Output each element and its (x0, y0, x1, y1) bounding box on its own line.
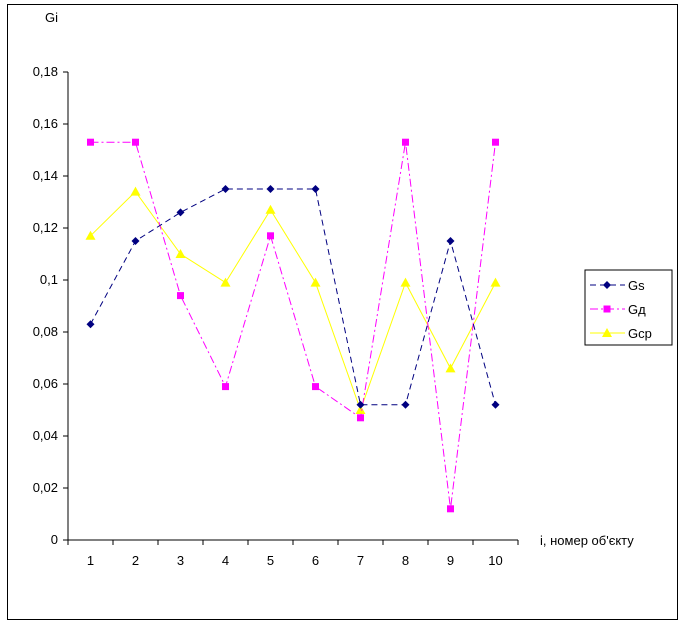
data-point (357, 414, 364, 422)
x-tick-label: 1 (87, 553, 94, 568)
x-tick-label: 5 (267, 553, 274, 568)
data-point (220, 277, 231, 287)
data-point (131, 237, 140, 245)
y-tick-label: 0,14 (33, 168, 58, 183)
data-point (85, 230, 96, 240)
y-tick-label: 0 (51, 532, 58, 547)
y-tick-label: 0,08 (33, 324, 58, 339)
series-line (90, 141, 496, 509)
x-tick-label: 4 (222, 553, 229, 568)
data-point (446, 237, 455, 245)
data-point (355, 405, 366, 414)
data-point (221, 185, 230, 193)
y-tick-label: 0,02 (33, 480, 58, 495)
legend-marker (602, 328, 612, 337)
series-line (90, 188, 496, 406)
x-tick-label: 7 (357, 553, 364, 568)
data-point (175, 249, 186, 258)
y-axis-title: Gi (45, 10, 58, 25)
y-ticks: 0 0,02 0,04 0,06 0,08 0,1 0,12 0,14 0,16 0,18 (33, 64, 68, 547)
data-point (401, 400, 410, 409)
y-tick-label: 0,18 (33, 64, 58, 79)
y-tick-label: 0,06 (33, 376, 58, 391)
data-point (310, 277, 321, 287)
legend-label: Gд (628, 302, 646, 317)
data-point (445, 363, 456, 373)
x-tick-label: 6 (312, 553, 319, 568)
data-point (265, 204, 276, 214)
data-point (266, 185, 275, 193)
data-point (311, 185, 320, 193)
y-tick-label: 0,1 (40, 272, 58, 287)
data-point (222, 383, 229, 391)
data-point (132, 138, 139, 146)
data-point (87, 138, 94, 146)
series-Gcp (85, 186, 501, 414)
x-tick-label: 9 (447, 553, 454, 568)
data-point (176, 208, 185, 217)
legend: Gs Gд Gcp (584, 269, 673, 346)
x-axis-title: i, номер об'єкту (540, 533, 634, 548)
y-tick-label: 0,16 (33, 116, 58, 131)
data-point (130, 186, 141, 196)
x-tick-label: 3 (177, 553, 184, 568)
y-tick-label: 0,12 (33, 220, 58, 235)
data-point (447, 505, 454, 513)
y-tick-label: 0,04 (33, 428, 58, 443)
data-point (402, 138, 409, 146)
series-Gs (86, 185, 500, 409)
data-point (177, 292, 184, 300)
data-point (490, 277, 501, 287)
legend-marker (603, 305, 611, 313)
data-point (312, 383, 319, 391)
data-point (492, 138, 499, 146)
series-Gд (87, 138, 499, 513)
data-point (356, 400, 365, 409)
x-tick-label: 8 (402, 553, 409, 568)
data-point (491, 400, 500, 409)
data-point (267, 232, 274, 240)
data-point (86, 320, 95, 329)
legend-marker (603, 281, 611, 289)
x-tick-label: 2 (132, 553, 139, 568)
data-point (400, 277, 411, 287)
series-layer (85, 138, 501, 513)
x-tick-label: 10 (488, 553, 502, 568)
legend-label: Gcp (628, 326, 652, 341)
x-ticks: 1 2 3 4 5 6 7 8 9 10 (67, 540, 519, 568)
legend-label: Gs (628, 278, 645, 293)
chart-frame (7, 4, 678, 620)
